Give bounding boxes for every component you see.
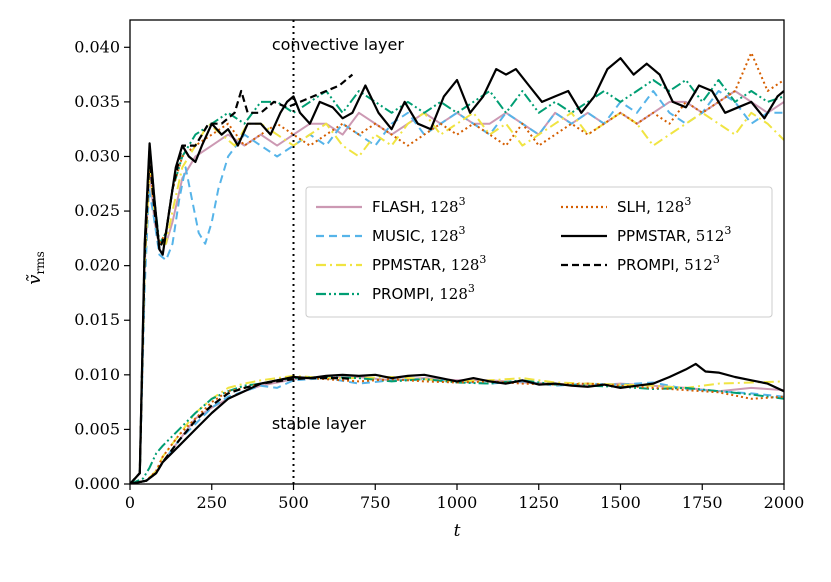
y-tick-label: 0.015 (74, 310, 120, 329)
y-tick-label: 0.040 (74, 37, 120, 56)
series-line-ppmstar-128-stable (130, 374, 784, 484)
y-tick-label: 0.005 (74, 419, 120, 438)
y-axis-label-main: ṽ (24, 274, 45, 285)
legend-label: FLASH, 1283 (372, 195, 466, 216)
x-tick-label: 1250 (518, 493, 559, 512)
x-tick-label: 0 (125, 493, 135, 512)
legend-label: PPMSTAR, 5123 (617, 224, 731, 245)
y-tick-label: 0.020 (74, 256, 120, 275)
series-line-slh-128-stable (130, 376, 784, 484)
annotation-convective-layer: convective layer (272, 35, 405, 54)
y-tick-label: 0.035 (74, 92, 120, 111)
x-axis-label: t (454, 521, 461, 541)
x-tick-label: 750 (360, 493, 391, 512)
y-tick-label: 0.025 (74, 201, 120, 220)
legend-label: MUSIC, 1283 (372, 224, 466, 245)
y-tick-label: 0.010 (74, 365, 120, 384)
x-tick-label: 2000 (764, 493, 805, 512)
series-line-ppmstar-512-convective (130, 57, 784, 484)
y-axis-label: ṽrms (24, 251, 47, 284)
x-tick-label: 250 (196, 493, 227, 512)
legend-label: SLH, 1283 (617, 195, 691, 216)
y-axis-label-sub: rms (33, 251, 47, 274)
series-line-slh-128-convective (130, 51, 784, 484)
legend-label: PROMPI, 5123 (617, 253, 720, 274)
series-line-ppmstar-512-stable (130, 362, 784, 484)
y-axis-ticks: 0.000 0.005 0.010 0.015 0.020 0.025 0.030 0.035… (74, 37, 130, 493)
x-tick-label: 1000 (437, 493, 478, 512)
x-axis-ticks: 0 250 500 750 1000 1250 1500 1750 2000 (125, 484, 804, 512)
legend-label: PROMPI, 1283 (372, 282, 475, 303)
series-line-prompi-512-stable (130, 377, 353, 484)
annotation-stable-layer: stable layer (272, 414, 367, 433)
legend-box (305, 186, 773, 318)
series-line-prompi-128-convective (130, 79, 784, 484)
x-tick-label: 1500 (600, 493, 641, 512)
y-tick-label: 0.000 (74, 474, 120, 493)
legend-label: PPMSTAR, 1283 (372, 253, 486, 274)
x-tick-label: 1750 (682, 493, 723, 512)
series-line-ppmstar-128-convective (130, 111, 784, 484)
series-line-prompi-512-convective (130, 73, 354, 484)
plot-lines (130, 51, 784, 484)
legend: FLASH, 1283 MUSIC, 1283 PPMSTAR, 1283 PROMP… (305, 186, 773, 318)
x-tick-label: 500 (278, 493, 309, 512)
y-tick-label: 0.030 (74, 146, 120, 165)
